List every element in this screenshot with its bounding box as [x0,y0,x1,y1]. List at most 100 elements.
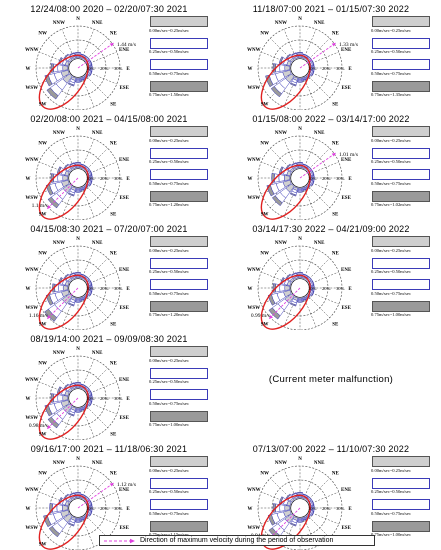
grid-spoke [86,511,117,525]
direction-label: WSW [25,86,38,91]
legend-swatch [150,456,208,467]
direction-label: WSW [247,306,260,311]
direction-label: ESE [119,306,129,311]
petal-segment [63,273,69,279]
petal-segment [62,175,69,181]
petal-segment [268,307,281,320]
speed-legend: 0.00m/sec~0.25m/sec 0.25m/sec~0.50m/sec 0.… [149,126,218,212]
legend-label: 0.25m/sec~0.50m/sec [149,379,189,384]
direction-label: WNW [25,378,39,383]
direction-label: WSW [25,526,38,531]
petal-segment [75,81,81,83]
direction-label: W [26,287,31,292]
direction-label: SE [110,432,117,437]
direction-label: NE [332,252,340,257]
direction-label: N [298,127,302,132]
petal-segment [45,294,54,306]
legend-swatch [372,477,430,489]
direction-label: ENE [341,48,352,53]
legend-swatch [372,236,430,247]
petal-segment [63,53,69,59]
direction-label: E [126,287,130,292]
max-velocity-arrow [268,287,301,320]
petal-segment [62,65,69,71]
grid-spoke [306,478,330,502]
petal-segment [302,78,308,82]
direction-label: NNE [92,461,103,466]
direction-label: W [26,397,31,402]
legend-entry: 0.25m/sec~0.50m/sec [371,147,440,170]
petal-segment [89,60,93,66]
grid-spoke [86,51,117,65]
direction-label: E [126,67,130,72]
wind-rose-panel: 11/18/07:00 2021 – 01/15/07:30 2022 N NNE N… [222,4,441,110]
legend-entry: 0.25m/sec~0.50m/sec [371,477,440,500]
grid-spoke [84,368,108,392]
highlight-ellipse [38,384,89,440]
max-velocity-label: 1.12 m/s [117,482,136,488]
legend-footer: Direction of maximum velocity during the… [99,535,375,546]
direction-label: W [248,287,253,292]
direction-label: ESE [119,196,129,201]
direction-label: ESE [341,86,351,91]
petal-segment [297,81,303,83]
petal-segment [267,514,276,526]
direction-label: E [348,507,352,512]
direction-label: WNW [247,268,261,273]
legend-label: 0.00m/sec~0.25m/sec [149,467,189,473]
direction-label: SE [332,212,339,217]
direction-label: NNW [53,241,65,246]
legend-entry: 0.00m/sec~0.25m/sec [149,16,218,38]
petal-segment [289,192,297,197]
max-velocity-arrow [46,397,79,430]
direction-label: E [126,177,130,182]
petal-segment [89,390,93,396]
legend-label: 0.25m/sec~0.50m/sec [371,159,411,164]
petal-segment [89,290,93,296]
ring-label: 30% [336,176,345,181]
legend-label: 0.50m/sec~0.75m/sec [371,70,411,76]
petal-segment [289,302,297,307]
legend-label: 0.25m/sec~0.50m/sec [149,159,189,164]
direction-label: NW [260,252,269,257]
legend-entry: 0.00m/sec~0.25m/sec [149,236,218,258]
legend-entry: 0.75m/sec~1.00m/sec [371,520,440,543]
grid-spoke [303,516,317,547]
grid-spoke [81,139,95,170]
max-velocity-arrow [77,482,115,509]
legend-entry: 0.25m/sec~0.50m/sec [371,37,440,60]
max-velocity-label: 0.98 m/s [29,423,48,429]
direction-label: ESE [119,526,129,531]
petal-segment [62,285,69,291]
rose-plot: NNNENEENEEESESESSESSWSWWSWWWNWNWNNW10%20… [247,457,352,550]
petal-segment [302,493,308,497]
direction-label: NW [260,32,269,37]
petal-segment [69,272,75,276]
petal-segment [75,491,81,494]
legend-swatch [372,257,430,269]
legend-label: 0.75m/sec~1.50m/sec [149,92,189,97]
legend-entry: 0.00m/sec~0.25m/sec [149,126,218,148]
direction-label: W [248,67,253,72]
grid-spoke [81,186,95,217]
wind-rose-panel: 02/20/08:00 2021 – 04/15/08:00 2021 N NNE N… [0,114,220,220]
petal-segment [80,518,86,522]
rose-plot: NNNENEENEEESESESSESSWSWWSWWWNWNWNNW10%20… [25,347,130,440]
legend-label: 0.00m/sec~0.25m/sec [371,137,411,143]
direction-label: WNW [25,48,39,53]
petal-segment [63,383,69,389]
legend-swatch [372,169,430,180]
grid-spoke [84,478,108,502]
legend-entry: 0.50m/sec~0.75m/sec [371,169,440,191]
petal-segment [279,284,286,292]
max-velocity-label: 1.1 m/s [32,203,48,209]
direction-label: WNW [247,488,261,493]
direction-label: NNE [92,241,103,246]
ring-label: 20% [100,396,109,401]
ring-label: 20% [322,286,331,291]
legend-swatch [372,126,430,137]
speed-legend: 0.00m/sec~0.25m/sec 0.25m/sec~0.50m/sec 0.… [371,126,440,212]
highlight-ellipse [38,494,89,550]
rose-plot: NNNENEENEEESESESSESSWSWWSWWWNWNWNNW10%20… [25,17,136,110]
petal-segment [302,188,308,192]
